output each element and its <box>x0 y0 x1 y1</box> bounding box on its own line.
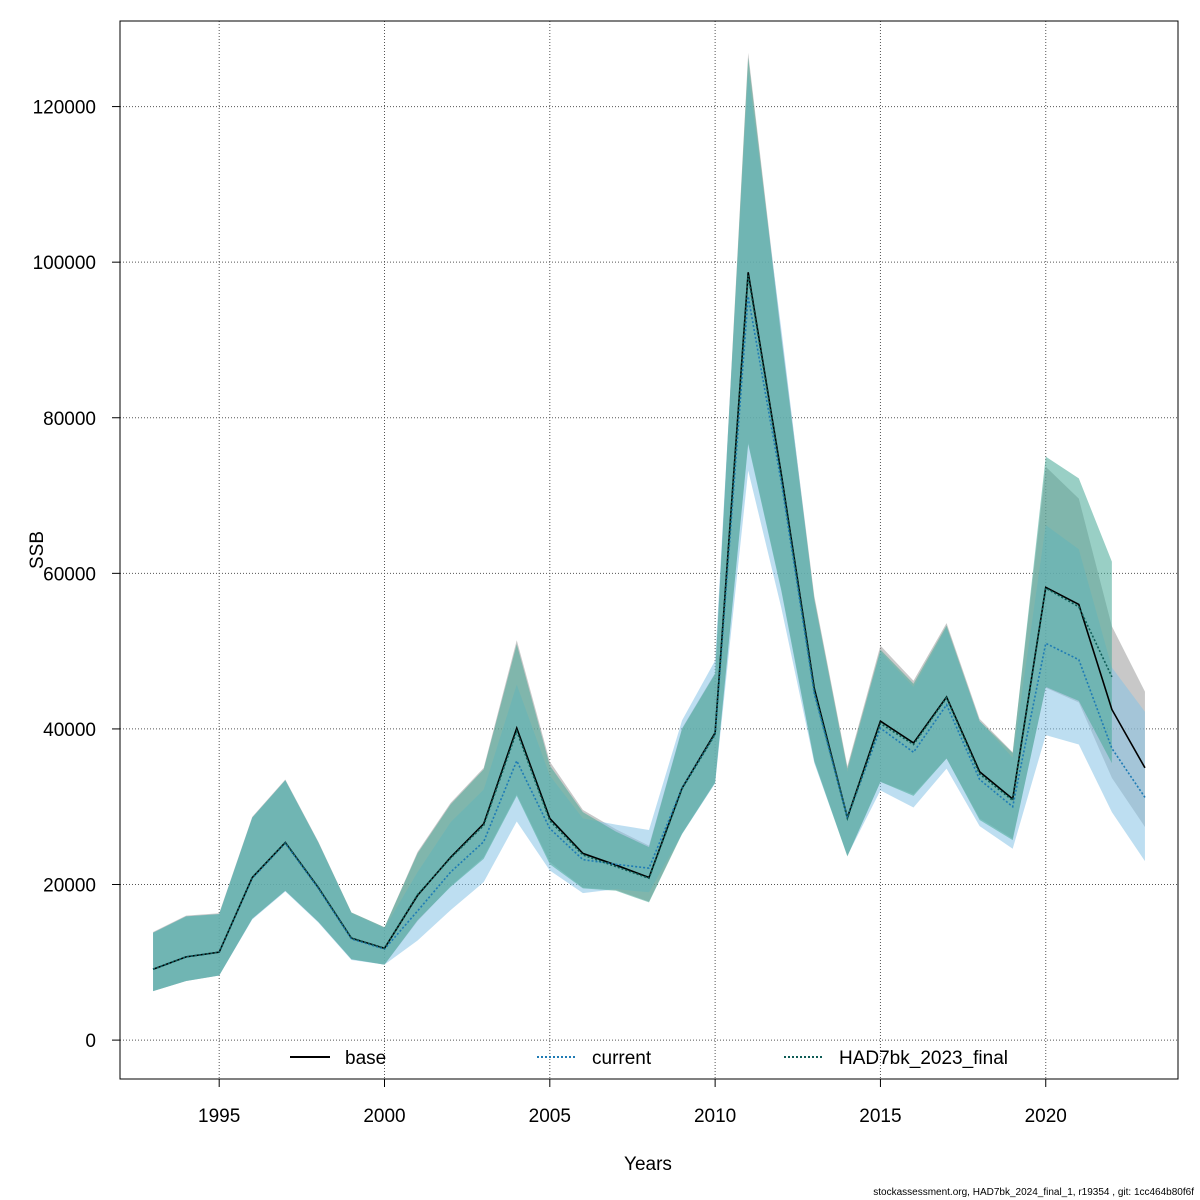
series-line-2 <box>152 296 1146 971</box>
y-tick-label: 120000 <box>33 98 96 119</box>
confidence-bands <box>153 52 1145 992</box>
series-lines <box>152 272 1146 971</box>
y-tick-label: 40000 <box>43 720 96 741</box>
x-tick-label: 1995 <box>198 1106 240 1127</box>
y-tick-label: 60000 <box>43 564 96 585</box>
x-tick-label: 2000 <box>363 1106 405 1127</box>
legend-label-2: current <box>592 1048 652 1069</box>
y-axis: 0 20000 40000 60000 80000 100000 120000 <box>33 98 120 1052</box>
legend-label-3: HAD7bk_2023_final <box>839 1048 1008 1069</box>
plot-frame <box>119 20 1179 1080</box>
legend: base current HAD7bk_2023_final <box>290 1048 1008 1069</box>
x-axis-title: Years <box>624 1154 672 1175</box>
y-tick-label: 100000 <box>33 253 96 274</box>
x-tick-label: 2020 <box>1025 1106 1067 1127</box>
x-tick-label: 2015 <box>859 1106 901 1127</box>
y-tick-label: 20000 <box>43 876 96 897</box>
x-tick-label: 2010 <box>694 1106 736 1127</box>
y-tick-label: 0 <box>85 1031 96 1052</box>
series-line-3 <box>152 275 1113 971</box>
y-tick-label: 80000 <box>43 409 96 430</box>
x-axis: 1995 2000 2005 2010 2015 2020 <box>198 1079 1067 1127</box>
x-tick-label: 2005 <box>529 1106 571 1127</box>
band-3 <box>153 57 1112 992</box>
footer-credit: stockassessment.org, HAD7bk_2024_final_1… <box>873 1187 1194 1198</box>
y-axis-title: SSB <box>27 531 48 569</box>
legend-label-1: base <box>345 1048 386 1069</box>
